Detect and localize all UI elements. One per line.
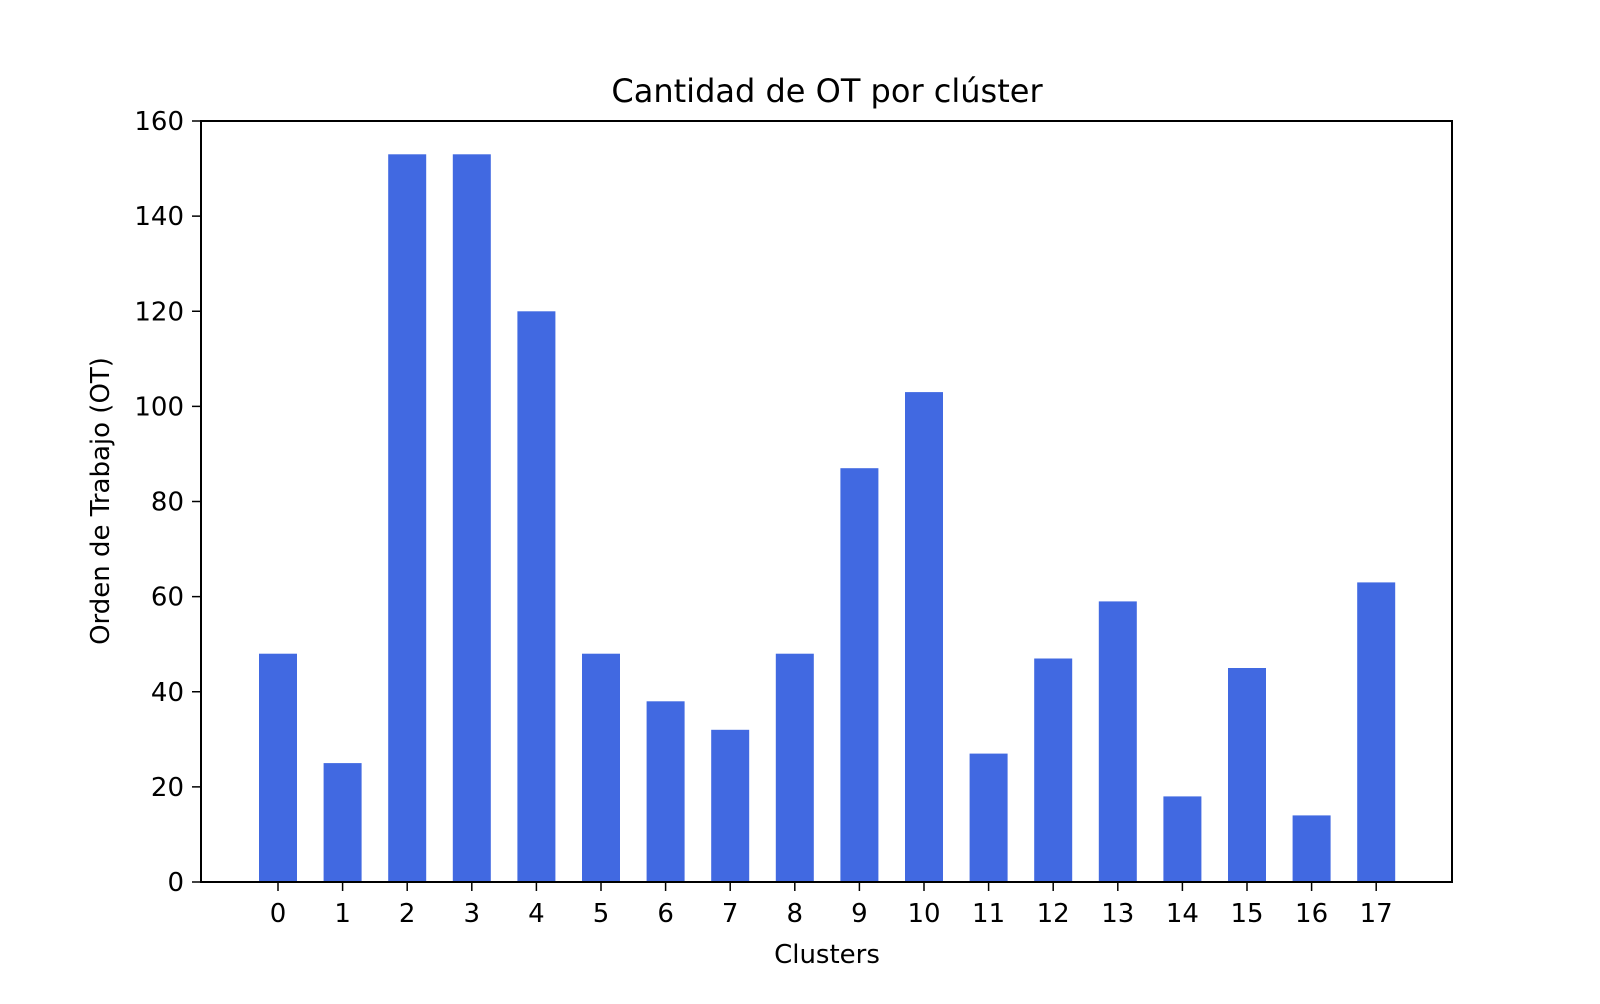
y-tick-label: 0	[167, 868, 184, 898]
bar-cluster-15	[1228, 668, 1266, 882]
chart-title: Cantidad de OT por clúster	[611, 72, 1043, 110]
y-tick-label: 20	[151, 773, 184, 803]
bar-cluster-17	[1357, 582, 1396, 882]
bar-cluster-4	[517, 311, 556, 883]
x-tick-label: 1	[334, 899, 351, 929]
x-tick-label: 9	[851, 899, 868, 929]
x-tick-label: 4	[528, 899, 545, 929]
x-tick-label: 12	[1037, 899, 1070, 929]
plot-frame	[200, 120, 1453, 883]
bar-cluster-3	[452, 154, 491, 883]
bar-cluster-12	[1034, 658, 1073, 882]
x-tick-label: 17	[1360, 899, 1393, 929]
y-tick-label: 60	[151, 583, 184, 613]
bar-cluster-2	[388, 154, 427, 883]
x-tick-label: 8	[787, 899, 804, 929]
y-axis-label: Orden de Trabajo (OT)	[86, 357, 116, 645]
bar-cluster-10	[905, 392, 943, 882]
bar-cluster-6	[646, 701, 685, 882]
x-tick-label: 3	[464, 899, 481, 929]
x-tick-label: 13	[1101, 899, 1134, 929]
x-tick-label: 2	[399, 899, 416, 929]
y-tick-label: 40	[151, 678, 184, 708]
bar-cluster-1	[323, 763, 362, 882]
bar-cluster-13	[1098, 601, 1137, 882]
bars-group	[259, 154, 1396, 883]
x-axis-label: Clusters	[774, 940, 880, 970]
y-tick-label: 80	[151, 488, 184, 518]
y-tick-label: 160	[134, 107, 184, 137]
x-tick-label: 10	[907, 899, 940, 929]
x-tick-label: 7	[722, 899, 739, 929]
x-tick-label: 0	[270, 899, 287, 929]
bar-cluster-9	[840, 468, 879, 882]
y-axis-ticks: 0 20 40 60 80 100 120 140 160	[134, 107, 201, 898]
bar-cluster-0	[259, 653, 297, 882]
x-tick-label: 11	[972, 899, 1005, 929]
bar-cluster-11	[969, 753, 1008, 882]
x-tick-label: 6	[657, 899, 674, 929]
x-tick-label: 5	[593, 899, 610, 929]
y-tick-label: 120	[134, 297, 184, 327]
bar-cluster-7	[711, 729, 750, 882]
bar-cluster-8	[775, 653, 814, 882]
x-tick-label: 15	[1230, 899, 1263, 929]
y-tick-label: 100	[134, 392, 184, 422]
bar-cluster-14	[1163, 796, 1202, 882]
y-tick-label: 140	[134, 202, 184, 232]
x-tick-label: 16	[1295, 899, 1328, 929]
x-tick-label: 14	[1166, 899, 1199, 929]
bar-cluster-16	[1292, 815, 1331, 882]
bar-cluster-5	[582, 653, 620, 882]
x-axis-ticks: 0 1 2 3 4 5 6 7 8 9 10 11 12 13 14 15 16 17	[270, 882, 1393, 929]
